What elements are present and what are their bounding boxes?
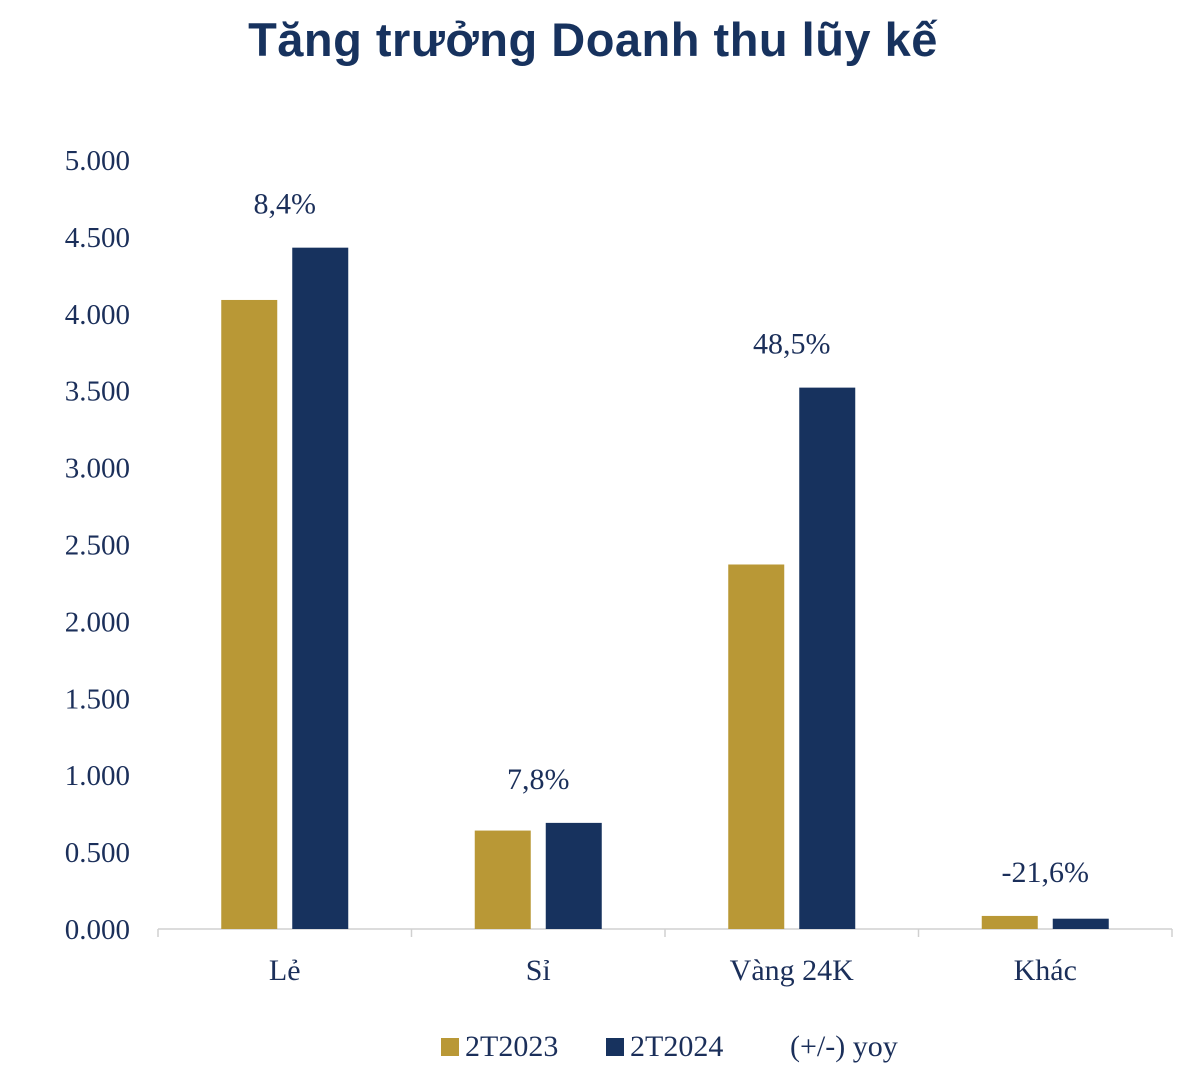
y-tick-label: 3.500	[65, 376, 130, 408]
legend: 2T2023 2T2024 (+/-) yoy	[0, 1025, 1186, 1069]
bar-2t2024-0	[292, 247, 349, 929]
y-tick-label: 1.000	[65, 760, 130, 792]
yoy-annotation: 7,8%	[507, 763, 570, 796]
y-tick-label: 1.500	[65, 683, 130, 715]
y-tick-label: 4.500	[65, 222, 130, 254]
x-tick-label: Lẻ	[269, 954, 301, 987]
y-tick-label: 4.000	[65, 299, 130, 331]
legend-item-yoy: (+/-) yoy	[790, 1025, 898, 1069]
legend-label-2t2024: 2T2024	[630, 1030, 724, 1063]
y-tick-label: 3.000	[65, 453, 130, 485]
bar-2t2023-2	[728, 564, 785, 929]
legend-label-2t2023: 2T2023	[465, 1030, 559, 1063]
bar-2t2024-2	[799, 387, 856, 929]
y-tick-label: 5.000	[65, 145, 130, 177]
bar-2t2023-3	[981, 915, 1038, 929]
legend-swatch-2t2024	[606, 1038, 624, 1056]
y-tick-label: 0.500	[65, 837, 130, 869]
x-tick-label: Khác	[1014, 954, 1077, 987]
yoy-annotation: 48,5%	[753, 328, 831, 361]
bar-chart: 0.000 0.500 1.000 1.500 2.000 2.500 3.000 3.500…	[65, 145, 1173, 987]
yoy-annotation: -21,6%	[1002, 856, 1089, 889]
bar-2t2023-0	[221, 299, 278, 929]
x-tick-label: Vàng 24K	[730, 954, 854, 987]
bar-2t2024-3	[1052, 918, 1109, 929]
x-tick-label: Sỉ	[526, 954, 551, 987]
chart-title: Tăng trưởng Doanh thu lũy kế	[248, 13, 938, 66]
y-tick-label: 2.000	[65, 606, 130, 638]
legend-label-yoy: (+/-) yoy	[790, 1030, 898, 1063]
y-tick-label: 0.000	[65, 914, 130, 946]
legend-swatch-2t2023	[441, 1038, 459, 1056]
legend-item-2t2024: 2T2024	[606, 1025, 723, 1069]
bar-2t2023-1	[474, 830, 531, 929]
legend-item-2t2023: 2T2023	[441, 1025, 558, 1069]
y-tick-label: 2.500	[65, 530, 130, 562]
yoy-annotation: 8,4%	[254, 188, 317, 221]
bar-2t2024-1	[545, 822, 602, 929]
